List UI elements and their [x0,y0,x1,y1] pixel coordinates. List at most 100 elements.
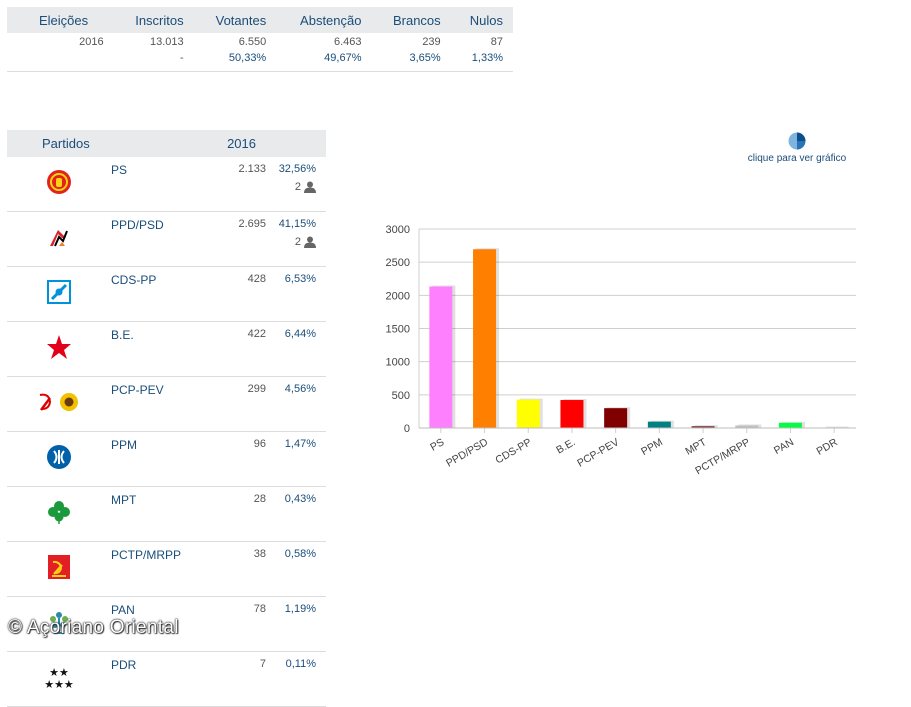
votantes-value: 6.550 [194,33,277,49]
x-tick-label: PDR [814,436,840,458]
x-tick-label: PS [428,436,446,453]
party-votes: 428 [221,267,266,322]
summary-header-row: Eleições Inscritos Votantes Abstenção Br… [7,7,513,33]
nulos-value: 87 [451,33,513,49]
bar [473,249,496,428]
party-votes: 299 [221,377,266,432]
header-nulos: Nulos [451,7,513,33]
ps-logo-icon [7,157,111,212]
party-seats: 2 [266,236,316,248]
inscritos-percent: - [114,49,194,72]
party-percent: 1,47% [266,438,316,450]
y-tick-label: 500 [392,390,410,402]
party-row-pdr: ★★★★★ PDR 7 0,11% [7,652,326,707]
parties-header-row: Partidos 2016 [7,130,326,157]
bar [604,408,627,428]
x-tick-label: PAN [772,436,796,457]
header-inscritos: Inscritos [114,7,194,33]
ppm-logo-icon [7,432,111,487]
party-votes: 2.695 [221,212,266,267]
bar [779,423,802,428]
summary-percent-row: - 50,33% 49,67% 3,65% 1,33% [7,49,513,72]
party-row-cds-pp: CDS-PP 428 6,53% [7,267,326,322]
y-tick-label: 1000 [386,357,410,369]
nulos-percent: 1,33% [451,49,513,72]
party-row-pcp-pev: PCP-PEV 299 4,56% [7,377,326,432]
party-name: PCP-PEV [111,377,221,432]
abstencao-percent: 49,67% [276,49,371,72]
party-row-ps: PS 2.133 32,56% 2 [7,157,326,212]
party-seats: 2 [266,181,316,193]
y-tick-label: 2500 [386,257,410,269]
be-logo-icon [7,322,111,377]
x-tick-label: CDS-PP [493,436,533,466]
party-votes: 38 [221,542,266,597]
watermark: © Açoriano Oriental [8,617,179,639]
view-chart-label: clique para ver gráfico [748,153,846,164]
party-votes: 7 [221,652,266,707]
y-tick-label: 2000 [386,290,410,302]
brancos-value: 239 [371,33,450,49]
party-votes: 422 [221,322,266,377]
psd-logo-icon [7,212,111,267]
view-chart-link[interactable]: clique para ver gráfico [745,132,849,164]
party-name: PDR [111,652,221,707]
party-name: PS [111,157,221,212]
votantes-percent: 50,33% [194,49,277,72]
party-votes: 2.133 [221,157,266,212]
y-tick-label: 1500 [386,324,410,336]
person-icon [304,181,316,193]
abstencao-value: 6.463 [276,33,371,49]
party-percent: 0,43% [266,493,316,505]
party-percent: 6,53% [266,273,316,285]
seat-count: 2 [295,236,301,248]
x-tick-label: MPT [683,436,709,458]
pie-chart-icon [788,132,806,150]
party-name: CDS-PP [111,267,221,322]
pctp-logo-icon [7,542,111,597]
bar [429,287,452,428]
party-votes: 96 [221,432,266,487]
bar [517,400,540,428]
svg-text:★★★: ★★★ [44,678,74,690]
party-name: PCTP/MRPP [111,542,221,597]
header-spacer [266,130,326,157]
year-percent [7,49,114,72]
party-row-ppd-psd: PPD/PSD 2.695 41,15% 2 [7,212,326,267]
header-abstencao: Abstenção [276,7,371,33]
summary-table: Eleições Inscritos Votantes Abstenção Br… [7,7,513,72]
party-row-be: B.E. 422 6,44% [7,322,326,377]
party-row-mpt: MPT 28 0,43% [7,487,326,542]
header-year: 2016 [221,130,266,157]
cds-logo-icon [7,267,111,322]
bar [648,422,671,428]
brancos-percent: 3,65% [371,49,450,72]
party-name: PPM [111,432,221,487]
pdr-logo-icon: ★★★★★ [7,652,111,707]
party-percent: 1,19% [266,603,316,615]
header-partidos: Partidos [7,130,221,157]
party-percent: 0,58% [266,548,316,560]
x-tick-label: B.E. [554,436,577,456]
x-tick-label: PCP-PEV [575,436,621,469]
bar [560,400,583,428]
party-row-ppm: PPM 96 1,47% [7,432,326,487]
party-name: B.E. [111,322,221,377]
party-votes: 28 [221,487,266,542]
year-value: 2016 [7,33,114,49]
mpt-logo-icon [7,487,111,542]
person-icon [304,236,316,248]
seat-count: 2 [295,181,301,193]
party-percent: 6,44% [266,328,316,340]
y-tick-label: 0 [404,423,410,435]
party-percent: 0,11% [266,658,316,670]
party-votes: 78 [221,597,266,652]
x-tick-label: PPD/PSD [444,436,490,470]
x-tick-label: PPM [639,436,665,458]
party-percent: 4,56% [266,383,316,395]
pcp-pev-logo-icon [7,377,111,432]
party-row-pctp-mrpp: PCTP/MRPP 38 0,58% [7,542,326,597]
party-name: MPT [111,487,221,542]
party-percent: 41,15% [266,218,316,230]
